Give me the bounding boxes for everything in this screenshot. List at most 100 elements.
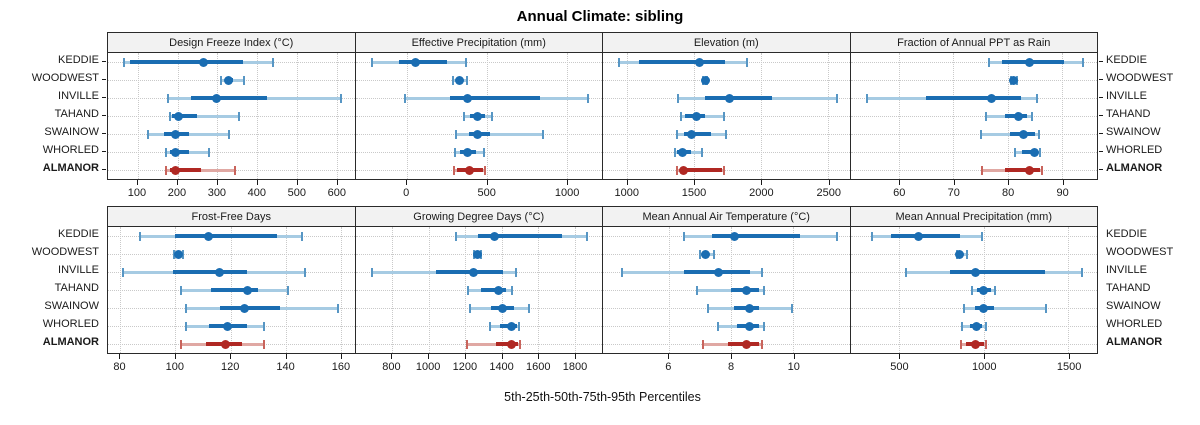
axis-tick-label: 1600	[526, 361, 551, 373]
whisker-p5-p95	[169, 115, 240, 118]
station-label-whorled: WHORLED	[1106, 318, 1163, 330]
cap-p95	[490, 112, 493, 121]
cap-p5	[981, 166, 984, 175]
cap-p95	[1039, 148, 1042, 157]
axis-tick-mark	[1062, 180, 1064, 185]
station-label-swainow: SWAINOW	[44, 300, 99, 312]
median-dot-swainow	[979, 304, 989, 313]
cap-p5	[717, 322, 720, 331]
median-dot-swainow	[686, 130, 696, 139]
cap-p5	[138, 232, 141, 241]
cap-p95	[761, 268, 764, 277]
station-label-inville: INVILLE	[1106, 264, 1147, 276]
station-label-tahand: TAHAND	[1106, 282, 1151, 294]
median-dot-whorled	[463, 148, 473, 157]
cap-p95	[234, 166, 237, 175]
cap-p5	[220, 76, 223, 85]
axis-tick-label: 1500	[681, 187, 707, 199]
axis-tick-label: 1000	[972, 361, 997, 373]
bar-p25-p75	[684, 132, 712, 136]
panel-plot-area	[850, 53, 1097, 179]
median-dot-almanor	[679, 166, 689, 175]
cap-p5	[987, 58, 990, 67]
horizontal-gridline	[603, 254, 850, 255]
panel-row-bottom: KEDDIE WOODWEST INVILLE TAHAND SWAINOW WHORLE…	[0, 206, 1200, 354]
median-dot-tahand	[472, 112, 482, 121]
cap-p95	[228, 130, 231, 139]
station-label-swainow: SWAINOW	[44, 126, 99, 138]
panel-plot-area	[603, 227, 850, 353]
station-axis-tick	[1099, 133, 1103, 134]
panel-plot-area	[108, 53, 355, 179]
cap-p95	[262, 322, 265, 331]
x-axis-label-row: 5th-25th-50th-75th-95th Percentiles	[0, 380, 1200, 414]
axis-tick-mark	[285, 354, 287, 359]
station-axis-tick	[1099, 115, 1103, 116]
horizontal-gridline	[850, 116, 1097, 117]
bar-p25-p75	[712, 234, 800, 238]
axis-tick-label: 2000	[749, 187, 774, 199]
cap-p5	[620, 268, 623, 277]
horizontal-gridline	[355, 80, 602, 81]
bar-p25-p75	[1005, 168, 1040, 172]
axis-tick-mark	[626, 180, 628, 185]
cap-p5	[466, 286, 469, 295]
horizontal-gridline	[603, 170, 850, 171]
axis-tick-mark	[953, 180, 955, 185]
bar-p25-p75	[175, 234, 278, 238]
median-dot-tahand	[979, 286, 989, 295]
cap-p5	[676, 130, 679, 139]
median-dot-inville	[986, 94, 996, 103]
x-axis-label: 5th-25th-50th-75th-95th Percentiles	[504, 390, 701, 404]
station-label-whorled: WHORLED	[42, 144, 99, 156]
cap-p95	[303, 268, 306, 277]
station-label-swainow: SWAINOW	[1106, 300, 1161, 312]
median-dot-tahand	[494, 286, 504, 295]
axis-tick-mark	[230, 354, 232, 359]
horizontal-gridline	[108, 152, 355, 153]
station-label-inville: INVILLE	[58, 264, 99, 276]
cap-p95	[1040, 166, 1043, 175]
median-dot-swainow	[171, 130, 181, 139]
cap-p95	[527, 304, 530, 313]
axis-tick-cell: 80 100 120 140 160	[107, 354, 355, 380]
axis-tick-label: 160	[331, 361, 351, 373]
bar-p25-p75	[219, 306, 281, 310]
cap-p5	[905, 268, 908, 277]
axis-tick-mark	[668, 354, 670, 359]
bar-p25-p75	[172, 114, 197, 118]
bar-p25-p75	[704, 96, 772, 100]
bar-p25-p75	[1021, 150, 1039, 154]
median-dot-keddie	[489, 232, 499, 241]
cap-p95	[301, 232, 304, 241]
cap-p95	[790, 304, 793, 313]
station-label-almanor: ALMANOR	[42, 162, 99, 174]
cap-p5	[1013, 148, 1016, 157]
bar-p25-p75	[481, 288, 507, 292]
cap-p95	[1082, 58, 1085, 67]
cap-p5	[453, 148, 456, 157]
axis-tick-mark	[464, 354, 466, 359]
cap-p95	[517, 322, 520, 331]
median-dot-almanor	[970, 340, 980, 349]
median-dot-keddie	[694, 58, 704, 67]
whisker-p5-p95	[456, 133, 543, 136]
horizontal-gridline	[850, 80, 1097, 81]
cap-p95	[836, 232, 839, 241]
bar-p25-p75	[172, 270, 248, 274]
cap-p95	[1038, 130, 1041, 139]
median-dot-inville	[468, 268, 478, 277]
bar-p25-p75	[449, 96, 541, 100]
median-dot-almanor	[742, 340, 752, 349]
station-label-keddie: KEDDIE	[1106, 228, 1147, 240]
median-dot-almanor	[464, 166, 474, 175]
median-dot-swainow	[472, 130, 482, 139]
cap-p95	[993, 286, 996, 295]
median-dot-keddie	[411, 58, 421, 67]
cap-p95	[586, 232, 589, 241]
axis-tick-mark	[136, 180, 138, 185]
axis-tick-cell: 6 8 10	[603, 354, 851, 380]
median-dot-woodwest	[454, 76, 464, 85]
cap-p95	[746, 58, 748, 67]
axis-tick-mark	[731, 354, 733, 359]
